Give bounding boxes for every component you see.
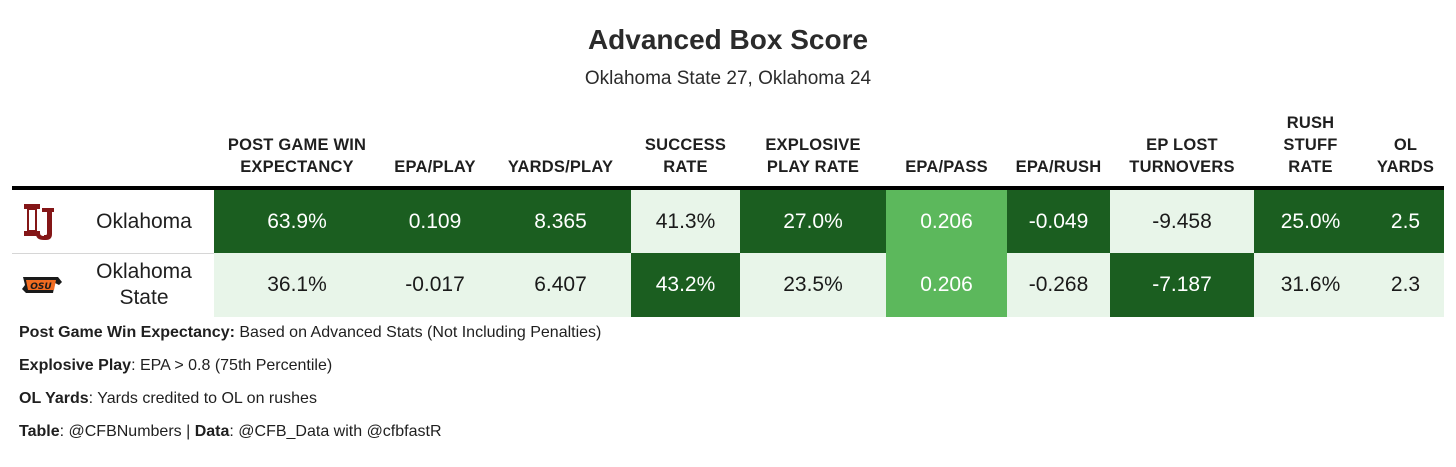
value-cell: 0.206 [886,253,1007,317]
column-header: OL YARDS [1376,136,1435,176]
header-row: POST GAME WIN EXPECTANCY EPA/PLAY YARDS/PL… [12,112,1444,186]
oklahoma-state-logo-icon: OSU [22,277,62,293]
team-name: Oklahoma [96,210,192,233]
oklahoma-logo-icon [24,204,54,240]
value-cell: 23.5% [740,253,886,317]
table-row: Oklahoma 63.9% 0.109 8.365 41.3% 27.0% 0.206-… [12,190,1444,254]
svg-text:OSU: OSU [30,282,52,292]
column-header: EPA/PLAY [394,158,476,176]
value-cell: 2.3 [1367,253,1444,317]
value-cell: 27.0% [740,190,886,254]
value-cell: -9.458 [1110,190,1254,254]
column-header: EPA/PASS [905,158,988,176]
value-cell: 8.365 [490,190,631,254]
value-cell: -0.268 [1007,253,1110,317]
value-cell: 36.1% [214,253,380,317]
column-header: POST GAME WIN EXPECTANCY [227,136,367,176]
table-row: OSU Oklahoma State 36.1% -0.017 6.407 43.2%… [12,253,1444,317]
chart-title: Advanced Box Score [587,24,869,55]
value-cell: 41.3% [631,190,740,254]
value-cell: -0.017 [380,253,490,317]
footnotes: Post Game Win Expectancy: Based on Advan… [19,322,601,454]
note-win-expectancy: Post Game Win Expectancy: Based on Advan… [19,324,602,341]
value-cell: 0.109 [380,190,490,254]
value-cell: -0.049 [1007,190,1110,254]
column-header: EPA/RUSH [1015,158,1102,176]
team-name: Oklahoma State [96,260,192,309]
header-rule [12,186,1444,190]
chart-subtitle: Oklahoma State 27, Oklahoma 24 [584,68,872,89]
column-header: SUCCESS RATE [644,136,727,176]
value-cell: 0.206 [886,190,1007,254]
note-credits: Table: @CFBNumbers | Data: @CFB_Data wit… [19,423,442,440]
column-header: EP LOST TURNOVERS [1129,136,1235,176]
box-score-table: POST GAME WIN EXPECTANCY EPA/PLAY YARDS/PL… [12,112,1444,317]
column-header: YARDS/PLAY [507,158,614,176]
value-cell: 6.407 [490,253,631,317]
value-cell: 43.2% [631,253,740,317]
column-header: RUSH STUFF RATE [1283,114,1338,176]
column-header: EXPLOSIVE PLAY RATE [765,136,861,176]
value-cell: 25.0% [1254,190,1367,254]
value-cell: 63.9% [214,190,380,254]
value-cell: 2.5 [1367,190,1444,254]
note-ol-yards: OL Yards: Yards credited to OL on rushes [19,390,317,407]
value-cell: 31.6% [1254,253,1367,317]
value-cell: -7.187 [1110,253,1254,317]
note-explosive-play: Explosive Play: EPA > 0.8 (75th Percenti… [19,357,333,374]
